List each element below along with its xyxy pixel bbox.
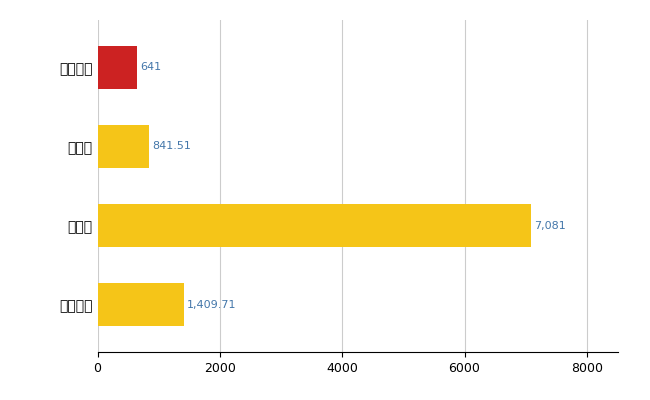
Bar [98,125,149,168]
Text: 841.51: 841.51 [152,142,191,152]
Bar [98,204,530,247]
Bar [98,283,184,326]
Text: 1,409.71: 1,409.71 [187,300,237,310]
Text: 7,081: 7,081 [534,220,566,230]
Bar [98,46,136,89]
Text: 641: 641 [140,62,161,72]
